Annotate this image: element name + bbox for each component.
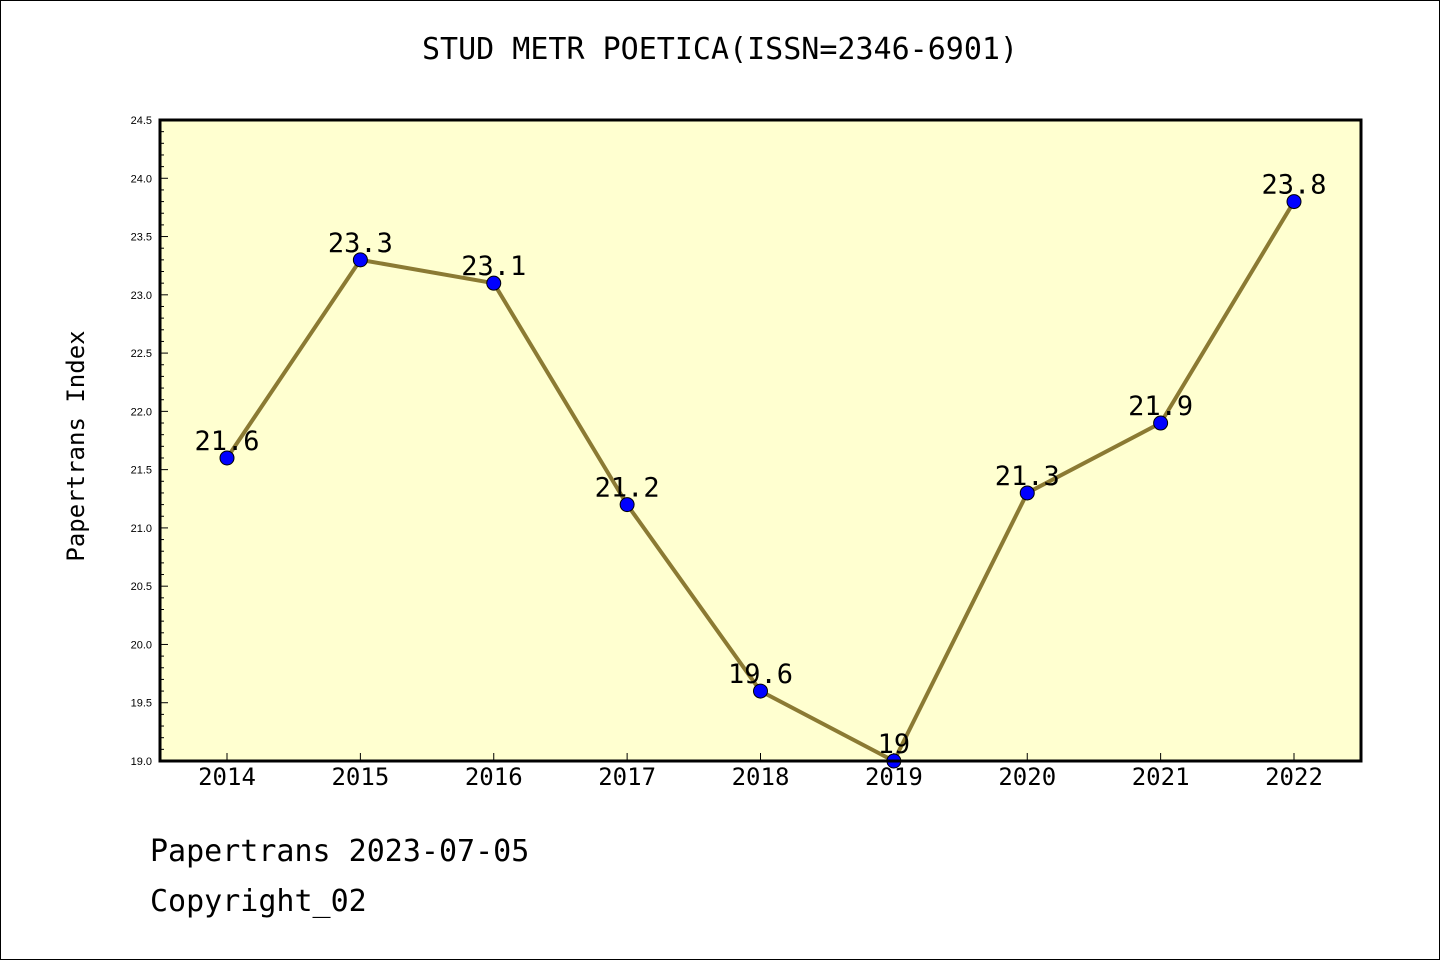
data-point	[753, 683, 768, 699]
y-tick-label: 23.0	[131, 290, 152, 302]
plot-border	[158, 118, 1363, 763]
y-tick-label: 22.5	[131, 348, 152, 360]
y-tick-label: 21.0	[131, 523, 152, 535]
x-axis: 2014 2015 2016 2017 2018 2019 2020 2021 2022	[198, 753, 1323, 791]
y-tick-label: 23.5	[131, 232, 152, 244]
x-tick-label: 2022	[1265, 763, 1323, 791]
x-tick-label: 2020	[998, 763, 1056, 791]
data-label: 21.2	[595, 473, 660, 504]
y-tick-label: 20.5	[131, 581, 152, 593]
x-tick-label: 2016	[465, 763, 523, 791]
x-tick-label: 2017	[598, 763, 656, 791]
data-point	[486, 275, 502, 291]
data-label: 23.8	[1261, 170, 1326, 201]
x-tick-label: 2018	[732, 763, 790, 791]
y-tick-label: 19.0	[131, 756, 152, 768]
y-tick-label: 22.0	[131, 406, 152, 418]
y-tick-label: 24.0	[131, 173, 152, 185]
data-point	[619, 497, 635, 513]
data-label: 21.3	[995, 461, 1060, 492]
data-point	[1153, 415, 1169, 431]
y-tick-label: 20.0	[131, 639, 152, 651]
data-label: 23.3	[328, 228, 393, 259]
chart-title: STUD METR POETICA(ISSN=2346-6901)	[421, 32, 1019, 67]
data-label: 21.6	[194, 426, 259, 457]
y-tick-label: 24.5	[131, 115, 152, 127]
data-label: 23.1	[461, 251, 526, 282]
footer-source-date: Papertrans 2023-07-05	[150, 834, 530, 869]
data-point	[352, 252, 368, 268]
data-point	[219, 450, 235, 466]
data-label: 19	[878, 729, 911, 760]
data-series: 21.6 23.3 23.1 21.2 19.6 19 21.3 21.9 23.8	[194, 170, 1327, 769]
footer-copyright: Copyright_02	[150, 884, 367, 919]
data-point	[1019, 485, 1035, 501]
x-tick-label: 2021	[1132, 763, 1190, 791]
y-tick-label: 19.5	[131, 698, 152, 710]
data-point	[1286, 194, 1302, 210]
plot-area	[160, 120, 1361, 761]
x-tick-label: 2015	[331, 763, 389, 791]
x-tick-label: 2014	[198, 763, 256, 791]
data-label: 21.9	[1128, 391, 1193, 422]
y-tick-label: 21.5	[131, 465, 152, 477]
data-label: 19.6	[728, 659, 793, 690]
